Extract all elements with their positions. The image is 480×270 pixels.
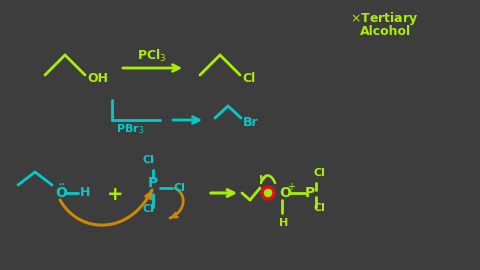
Text: H: H	[279, 218, 288, 228]
Text: $\times$Tertiary: $\times$Tertiary	[350, 10, 419, 27]
Text: Ö: Ö	[55, 186, 67, 200]
Text: Cl: Cl	[314, 168, 326, 178]
Text: Br: Br	[243, 116, 259, 129]
Text: O: O	[279, 186, 291, 200]
Circle shape	[261, 186, 275, 200]
Text: Alcohol: Alcohol	[360, 25, 411, 38]
Text: P: P	[305, 186, 315, 200]
Text: Cl: Cl	[142, 204, 154, 214]
Text: P: P	[148, 176, 158, 190]
Text: +: +	[287, 182, 295, 192]
Text: OH: OH	[87, 72, 108, 85]
Text: PBr$_3$: PBr$_3$	[116, 122, 144, 136]
Text: PCl$_3$: PCl$_3$	[137, 48, 167, 64]
Text: +: +	[107, 184, 123, 204]
Text: Cl: Cl	[314, 203, 326, 213]
Text: Cl: Cl	[142, 155, 154, 165]
Text: Cl: Cl	[242, 72, 255, 85]
Text: H: H	[80, 187, 90, 200]
Text: ⊕: ⊕	[264, 188, 274, 198]
Text: Cl: Cl	[174, 183, 186, 193]
Circle shape	[264, 190, 272, 197]
